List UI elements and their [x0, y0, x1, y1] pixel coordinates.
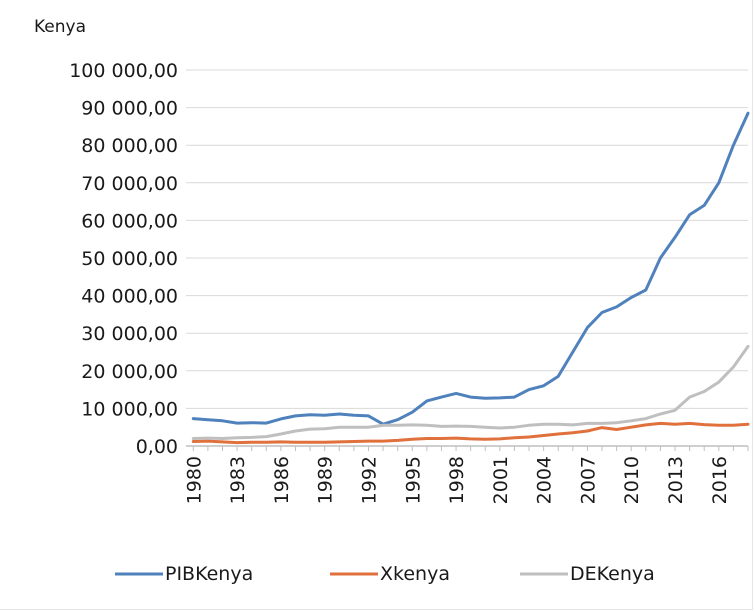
series-lines [191, 111, 750, 445]
x-tick-label: 1989 [315, 456, 337, 504]
series-line-dekenya [191, 344, 750, 440]
x-tick-label: 2007 [577, 456, 599, 504]
x-tick-label: 2016 [709, 456, 731, 504]
gridlines [186, 69, 748, 447]
y-tick-label: 20 000,00 [81, 361, 178, 383]
legend-label: PIBKenya [165, 563, 253, 585]
axes: 0,00 10 000,00 20 000,00 30 000,00 40 000,00… [69, 60, 749, 504]
y-tick-label: 10 000,00 [81, 398, 178, 420]
legend: PIBKenya Xkenya DEKenya [115, 563, 655, 585]
x-tick-label: 2001 [490, 456, 512, 504]
legend-label: Xkenya [380, 563, 450, 585]
y-tick-label: 90 000,00 [81, 98, 178, 120]
x-tick-label: 1980 [183, 456, 205, 504]
y-tick-label: 100 000,00 [69, 60, 178, 82]
y-tick-label: 60 000,00 [81, 210, 178, 232]
y-tick-label: 40 000,00 [81, 286, 178, 308]
x-tick-label: 1998 [446, 456, 468, 504]
y-tick-label: 70 000,00 [81, 173, 178, 195]
x-tick-label: 1992 [358, 456, 380, 504]
x-tick-label: 2010 [621, 456, 643, 504]
y-tick-label: 80 000,00 [81, 135, 178, 157]
x-tick-label: 2004 [534, 456, 556, 504]
series-line-pibkenya [191, 111, 750, 426]
x-tick-label: 1983 [227, 456, 249, 504]
legend-label: DEKenya [570, 563, 655, 585]
x-tick-label: 2013 [665, 456, 687, 504]
x-tick-label: 1986 [271, 456, 293, 504]
chart-title: Kenya [34, 17, 86, 37]
x-tick-label: 1995 [402, 456, 424, 504]
y-tick-label: 30 000,00 [81, 323, 178, 345]
series-line-xkenya [191, 421, 750, 445]
y-tick-label: 50 000,00 [81, 248, 178, 270]
y-tick-label: 0,00 [136, 436, 178, 458]
